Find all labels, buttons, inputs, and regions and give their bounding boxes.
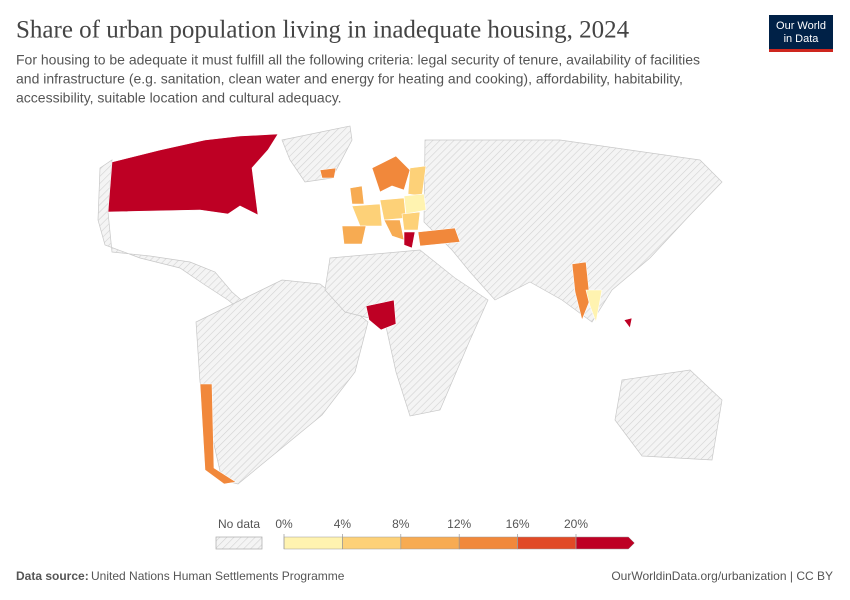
country (571, 261, 591, 321)
legend-tick-label: 0% (275, 517, 293, 531)
country (365, 299, 397, 331)
no-data-swatch (215, 536, 263, 550)
country (614, 369, 723, 461)
legend-tick-label: 8% (392, 517, 410, 531)
country (349, 185, 365, 205)
country (341, 225, 367, 245)
country (281, 125, 353, 183)
country (324, 249, 489, 417)
legend-swatch (400, 536, 460, 550)
logo-bar (769, 49, 833, 52)
url[interactable]: OurWorldinData.org/urbanization | CC BY (611, 569, 833, 583)
country (403, 193, 427, 215)
legend-swatch (458, 536, 518, 550)
logo-text: in Data (784, 33, 820, 45)
source-label: Data source: (16, 569, 89, 583)
country (623, 317, 633, 329)
legend-swatch (575, 536, 635, 550)
country (585, 289, 603, 324)
title: Share of urban population living in inad… (16, 17, 630, 44)
country (403, 231, 416, 249)
country (351, 203, 383, 227)
country (199, 383, 237, 485)
country (417, 227, 461, 247)
legend-tick-label: 12% (447, 517, 471, 531)
legend-label: No data (218, 517, 260, 531)
country (195, 279, 369, 485)
legend-tick-label: 16% (506, 517, 530, 531)
legend-swatch (283, 536, 343, 550)
subtitle: and infrastructure (e.g. sanitation, cle… (16, 71, 683, 87)
legend-tick-label: 20% (564, 517, 588, 531)
source: United Nations Human Settlements Program… (91, 569, 345, 583)
logo[interactable]: Our World in Data (769, 15, 833, 52)
legend: No data 0% 4% 8% 12% 16% 20% (215, 517, 635, 550)
country (319, 167, 337, 179)
country (401, 211, 421, 231)
country (371, 155, 411, 193)
country (407, 165, 427, 197)
country (107, 133, 279, 216)
legend-swatch (342, 536, 402, 550)
subtitle: For housing to be adequate it must fulfi… (16, 52, 700, 68)
country (383, 219, 405, 241)
map (97, 125, 723, 485)
legend-swatch (517, 536, 577, 550)
legend-tick-label: 4% (334, 517, 352, 531)
country (423, 139, 723, 323)
subtitle: accessibility, suitable location and cul… (16, 90, 342, 106)
logo-text: Our World (776, 20, 826, 32)
logo-box (769, 15, 833, 51)
